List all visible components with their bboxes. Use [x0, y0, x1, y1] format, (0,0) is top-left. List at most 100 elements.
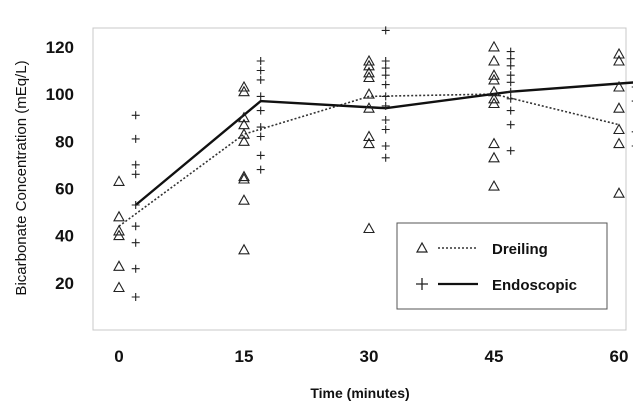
legend-cross-icon [416, 278, 428, 290]
plot-frame [92, 27, 627, 331]
dreiling-point [238, 80, 250, 92]
endoscopic-point [506, 61, 515, 70]
y-tick-label: 40 [55, 227, 74, 246]
x-tick-label: 45 [485, 347, 504, 366]
dreiling-point [488, 54, 500, 66]
dreiling-point [488, 151, 500, 163]
endoscopic-point [381, 64, 390, 73]
endoscopic-point [506, 47, 515, 56]
dreiling-point [488, 92, 500, 104]
dreiling-point [613, 187, 625, 198]
dreiling-point [488, 40, 500, 52]
dreiling-point [613, 47, 625, 59]
dreiling-point [238, 172, 250, 184]
dreiling-point [488, 85, 500, 97]
dreiling-point [488, 73, 500, 85]
endoscopic-point [256, 123, 265, 132]
endoscopic-point [506, 71, 515, 80]
legend-box [396, 222, 608, 310]
dreiling-point [363, 137, 375, 149]
x-axis-title: Time (minutes) [310, 385, 409, 401]
endoscopic-point [381, 116, 390, 124]
endoscopic-point [381, 125, 390, 134]
dreiling-point [113, 175, 125, 186]
y-tick-label: 80 [55, 132, 74, 151]
data-markers [113, 26, 633, 301]
endoscopic-point [256, 66, 265, 75]
endoscopic-point [506, 106, 515, 115]
dreiling-point [238, 170, 250, 182]
legend: Dreiling Endoscopic [396, 222, 608, 310]
dreiling-point [488, 179, 500, 191]
endoscopic-point [381, 92, 390, 101]
dreiling-point [238, 118, 250, 130]
endoscopic-point [381, 142, 390, 150]
y-tick-labels: 20 40 60 80 100 120 [46, 38, 74, 293]
endoscopic-point [131, 201, 140, 209]
dreiling-point [113, 281, 125, 293]
x-tick-label: 15 [235, 347, 254, 366]
endoscopic-point [506, 87, 515, 96]
dreiling-point [238, 194, 250, 205]
endoscopic-point [256, 92, 265, 101]
series-line-endoscopic [134, 81, 633, 206]
dreiling-point [363, 59, 375, 71]
endoscopic-point [256, 132, 265, 141]
legend-label-dreiling: Dreiling [492, 241, 548, 258]
endoscopic-point [381, 101, 390, 110]
dreiling-point [238, 128, 250, 139]
endoscopic-point [506, 54, 515, 63]
endoscopic-point [131, 264, 140, 273]
endoscopic-point [256, 75, 265, 84]
y-tick-label: 100 [46, 85, 74, 104]
endoscopic-point [381, 57, 390, 65]
endoscopic-point [131, 238, 140, 247]
series-lines [118, 81, 633, 227]
dreiling-point [613, 123, 625, 135]
endoscopic-point [131, 160, 140, 169]
endoscopic-point [506, 94, 515, 103]
dreiling-point [113, 224, 125, 236]
x-tick-label: 60 [610, 347, 629, 366]
dreiling-point [363, 54, 375, 66]
dreiling-point [363, 71, 375, 83]
endoscopic-point [131, 170, 140, 179]
x-tick-label: 30 [360, 347, 379, 366]
endoscopic-point [131, 111, 140, 120]
endoscopic-point [131, 134, 140, 143]
endoscopic-point [381, 26, 390, 35]
legend-triangle-icon [415, 241, 429, 253]
x-tick-label: 0 [114, 347, 123, 366]
dreiling-point [113, 210, 125, 222]
dreiling-point [363, 87, 375, 99]
dreiling-point [363, 102, 375, 113]
series-line-dreiling [118, 93, 620, 227]
dreiling-point [488, 137, 500, 149]
legend-entry-endoscopic: Endoscopic [416, 277, 577, 294]
y-tick-label: 60 [55, 179, 74, 198]
legend-entry-dreiling: Dreiling [415, 241, 548, 258]
endoscopic-point [381, 71, 390, 80]
endoscopic-point [256, 106, 265, 115]
dreiling-point [113, 229, 125, 241]
dreiling-point [363, 130, 375, 142]
dreiling-point [363, 222, 375, 234]
y-tick-label: 20 [55, 274, 74, 293]
legend-label-endoscopic: Endoscopic [492, 277, 577, 294]
endoscopic-point [381, 80, 390, 89]
endoscopic-point [256, 165, 265, 174]
dreiling-point [613, 54, 625, 66]
endoscopic-point [131, 222, 140, 231]
dreiling-point [613, 137, 625, 149]
endoscopic-point [506, 78, 515, 87]
y-axis-title: Bicarbonate Concentration (mEq/L) [13, 60, 30, 295]
dreiling-point [613, 80, 625, 92]
dreiling-point [488, 69, 500, 80]
dreiling-point [238, 243, 250, 255]
dreiling-point [238, 85, 250, 97]
endoscopic-point [506, 146, 515, 155]
endoscopic-point [256, 151, 265, 160]
dreiling-point [238, 111, 250, 123]
dreiling-point [113, 260, 125, 271]
